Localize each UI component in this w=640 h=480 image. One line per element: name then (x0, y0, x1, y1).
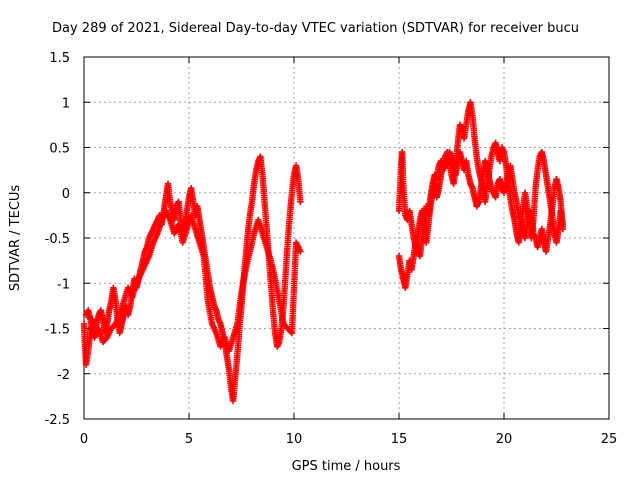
data-point (297, 248, 304, 255)
chart-title: Day 289 of 2021, Sidereal Day-to-day VTE… (52, 21, 579, 36)
y-tick-label: -2 (57, 368, 70, 383)
x-axis-label: GPS time / hours (292, 459, 401, 474)
y-tick-label: -1.5 (45, 323, 70, 338)
y-tick-label: -2.5 (45, 413, 70, 428)
x-tick-label: 0 (80, 432, 88, 447)
y-tick-label: -1 (57, 277, 70, 292)
x-tick-label: 10 (286, 432, 303, 447)
y-tick-label: 0.5 (49, 142, 70, 157)
data-points (80, 99, 566, 405)
y-axis-label: SDTVAR / TECUs (8, 185, 23, 292)
data-point (297, 198, 304, 205)
data-point (559, 225, 566, 233)
y-tick-label: 0 (62, 187, 70, 202)
y-tick-label: -0.5 (45, 232, 70, 247)
y-axis: 1.5 1 0.5 0 -0.5 -1 -1.5 -2 -2.5 (45, 51, 609, 428)
x-axis: 0 5 10 15 20 25 (80, 57, 617, 447)
grid (84, 57, 609, 419)
x-tick-label: 5 (185, 432, 193, 447)
y-tick-label: 1.5 (49, 51, 70, 66)
x-tick-label: 15 (391, 432, 408, 447)
x-tick-label: 20 (496, 432, 513, 447)
x-tick-label: 25 (601, 432, 618, 447)
y-tick-label: 1 (62, 96, 70, 111)
